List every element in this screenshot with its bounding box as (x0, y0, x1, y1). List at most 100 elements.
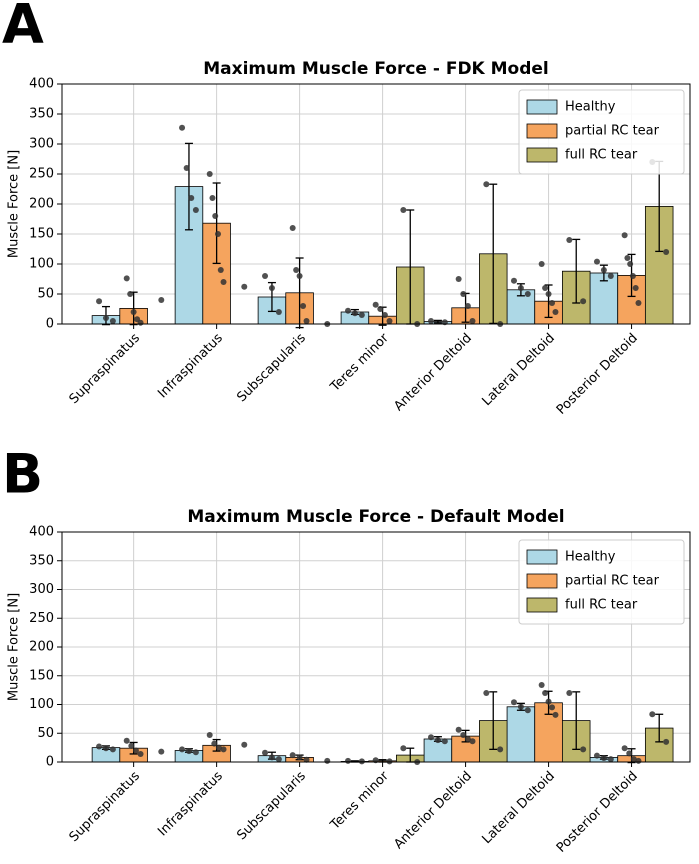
data-point (96, 743, 103, 750)
data-point (275, 309, 282, 315)
data-point (102, 315, 109, 321)
x-tick-label: Supraspinatus (67, 331, 144, 408)
data-point (303, 756, 310, 763)
data-point (132, 747, 139, 754)
y-tick-label: 50 (37, 726, 54, 741)
data-point (289, 225, 296, 231)
error-bar (433, 319, 442, 324)
data-point (630, 756, 637, 763)
data-point (538, 261, 545, 267)
data-point (296, 273, 303, 279)
data-point (624, 255, 631, 261)
data-point (632, 285, 639, 291)
x-tick-label: Anterior Deltoid (391, 331, 475, 415)
data-point (566, 690, 573, 696)
y-axis-label: Muscle Force [N] (7, 150, 22, 258)
data-point (469, 738, 476, 745)
data-point (400, 207, 407, 213)
legend-label: full RC tear (565, 148, 638, 163)
data-point (566, 237, 573, 243)
y-tick-label: 100 (29, 257, 54, 272)
y-tick-label: 400 (29, 525, 54, 540)
error-bar (572, 238, 581, 304)
data-point (386, 758, 393, 765)
data-point (192, 207, 199, 213)
data-point (510, 277, 517, 284)
y-tick-label: 200 (29, 640, 54, 655)
data-point (289, 752, 296, 759)
data-point (428, 734, 435, 741)
x-tick-label: Subscapularis (234, 331, 309, 406)
data-point (542, 285, 549, 291)
error-bar (655, 713, 664, 743)
data-point (460, 291, 467, 297)
data-point (483, 181, 490, 188)
data-point (545, 291, 552, 297)
data-point (241, 741, 248, 748)
data-point (538, 681, 545, 688)
data-point (109, 318, 116, 324)
error-bar (295, 257, 304, 329)
data-point (464, 303, 471, 309)
data-point (510, 699, 517, 706)
data-point (377, 306, 384, 312)
data-point (268, 754, 275, 761)
data-point (127, 291, 134, 297)
data-point (460, 731, 467, 738)
data-point (358, 758, 365, 765)
chart-title: Maximum Muscle Force - FDK Model (203, 59, 549, 79)
chart-title: Maximum Muscle Force - Default Model (187, 507, 564, 527)
x-tick-label: Teres minor (327, 330, 392, 395)
y-tick-label: 350 (29, 553, 54, 568)
x-tick-label: Supraspinatus (67, 769, 144, 846)
y-tick-label: 400 (29, 77, 54, 92)
data-point (137, 319, 144, 326)
data-point (497, 746, 504, 753)
x-tick-label: Infraspinatus (155, 331, 226, 402)
data-point (102, 745, 109, 752)
data-point (179, 746, 186, 753)
data-point (545, 698, 552, 705)
legend-label: Healthy (565, 550, 616, 565)
data-point (663, 738, 670, 745)
data-point (324, 757, 331, 764)
bar (506, 706, 536, 763)
data-point (211, 740, 218, 747)
data-point (188, 195, 195, 201)
data-point (483, 690, 490, 696)
data-point (158, 297, 165, 303)
data-point (600, 267, 607, 273)
data-point (123, 275, 130, 282)
bar (589, 272, 619, 325)
y-tick-label: 0 (46, 317, 54, 332)
legend-box (518, 539, 685, 625)
x-tick-label: Posterior Deltoid (554, 331, 641, 418)
data-point (220, 746, 227, 753)
y-tick-label: 250 (29, 611, 54, 626)
legend-swatch (526, 573, 558, 589)
data-point (262, 273, 269, 279)
error-bar (489, 691, 498, 750)
legend-swatch (526, 123, 558, 139)
x-tick-label: Subscapularis (234, 769, 309, 844)
data-point (400, 745, 407, 752)
y-tick-label: 50 (37, 287, 54, 302)
legend-label: full RC tear (565, 598, 638, 613)
data-point (455, 726, 462, 733)
data-point (109, 746, 116, 753)
data-point (441, 738, 448, 745)
plot-frame (61, 531, 691, 763)
data-point (123, 737, 130, 744)
data-point (517, 703, 524, 710)
data-point (345, 307, 352, 314)
data-point (649, 711, 656, 718)
data-point (607, 273, 614, 279)
data-point (293, 267, 300, 273)
legend-swatch (526, 99, 558, 115)
data-point (217, 267, 224, 273)
data-point (542, 690, 549, 696)
error-bar (572, 691, 581, 750)
data-point (192, 749, 199, 756)
x-tick-label: Infraspinatus (155, 769, 226, 840)
